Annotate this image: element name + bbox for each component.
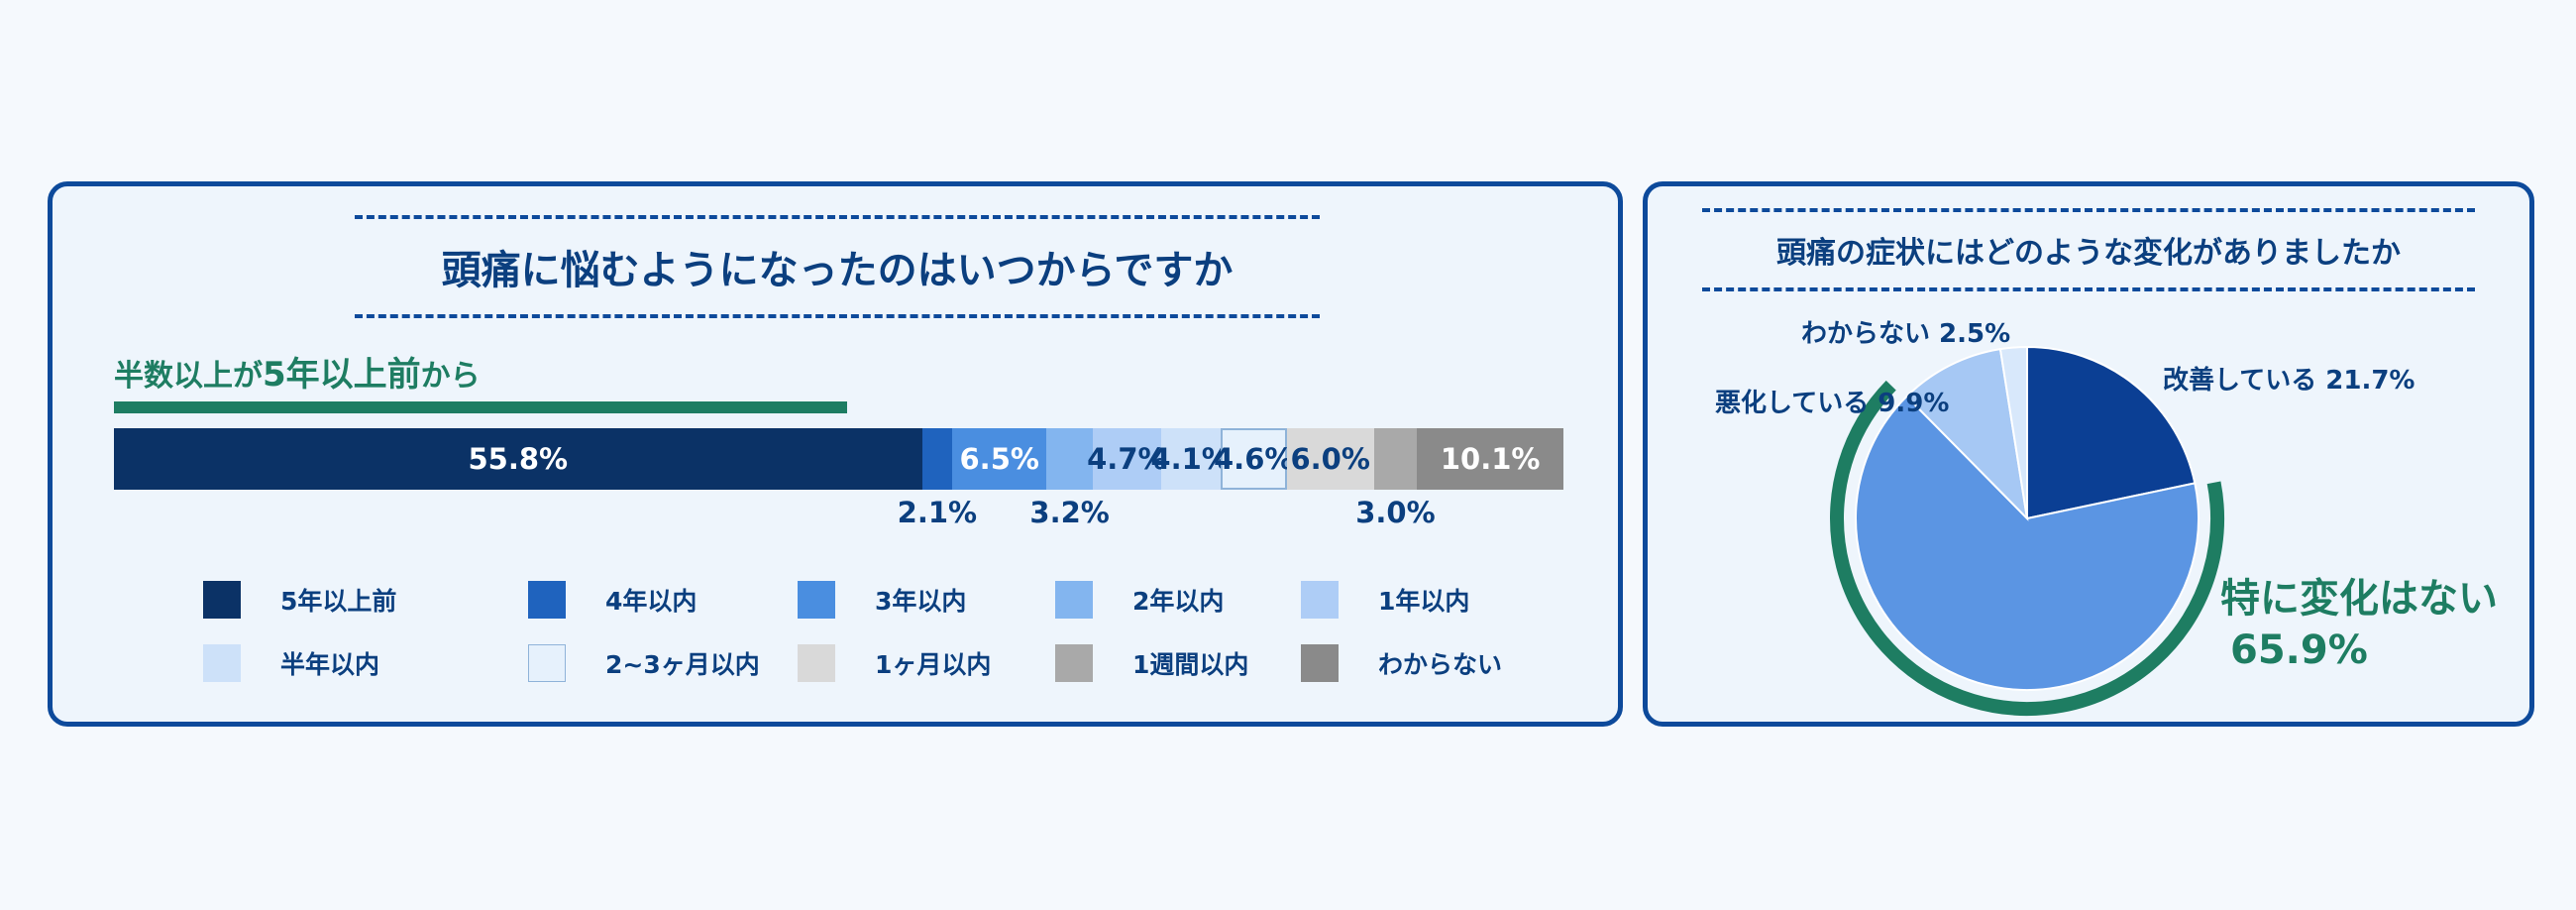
legend-swatch-9 xyxy=(1301,644,1339,682)
legend-item-2: 3年以内 xyxy=(798,581,966,619)
bar-segment-2 xyxy=(952,428,1047,490)
legend-swatch-0 xyxy=(203,581,241,619)
bar-segment-8 xyxy=(1373,428,1418,490)
bar-value-label-5: 4.1% xyxy=(1150,442,1231,476)
legend-label-3: 2年以内 xyxy=(1132,587,1225,616)
highlight-part-2: 5年以上前 xyxy=(263,355,421,395)
pie-chart xyxy=(1830,345,2224,716)
right-chart-panel: 頭痛の症状にはどのような変化がありましたか 改善している 21.7% 悪化してい… xyxy=(1643,181,2534,727)
bar-segment-3 xyxy=(1046,428,1093,490)
bar-segment-7 xyxy=(1286,428,1374,490)
legend-item-8: 1週間以内 xyxy=(1055,644,1248,682)
bar-value-label-9: 10.1% xyxy=(1440,442,1541,476)
pie-chart-title: 頭痛の症状にはどのような変化がありましたか xyxy=(1702,208,2475,291)
legend-label-9: わからない xyxy=(1378,650,1503,679)
highlight-annotation: 半数以上が5年以上前から xyxy=(114,355,481,397)
pie-slice-3 xyxy=(1998,345,2028,519)
legend-item-5: 半年以内 xyxy=(203,644,379,682)
bar-value-label-6: 4.6% xyxy=(1214,442,1294,476)
legend-label-8: 1週間以内 xyxy=(1132,650,1249,679)
bar-value-label-3: 3.2% xyxy=(1029,496,1110,529)
legend-swatch-2 xyxy=(798,581,835,619)
bar-value-label-7: 6.0% xyxy=(1290,442,1370,476)
bar-value-label-8: 3.0% xyxy=(1355,496,1436,529)
legend-label-0: 5年以上前 xyxy=(280,587,397,616)
left-chart-panel: 頭痛に悩むようになったのはいつからですか 半数以上が5年以上前から 55.8% 6… xyxy=(48,181,1623,727)
legend-swatch-1 xyxy=(528,581,566,619)
legend-swatch-6 xyxy=(528,644,566,682)
pie-slice-1 xyxy=(1855,395,2200,691)
bar-value-label-2: 6.5% xyxy=(959,442,1039,476)
pie-highlight-arc xyxy=(1830,380,2224,716)
bar-segment-9 xyxy=(1417,428,1563,490)
legend-swatch-4 xyxy=(1301,581,1339,619)
highlight-underline xyxy=(114,401,847,413)
legend-swatch-5 xyxy=(203,644,241,682)
pie-slice-2 xyxy=(1905,347,2029,521)
legend-swatch-7 xyxy=(798,644,835,682)
pie-label-worsening: 悪化している 9.9% xyxy=(1715,389,1950,418)
bar-segment-6 xyxy=(1220,428,1287,490)
pie-label-unknown: わからない 2.5% xyxy=(1801,319,2011,349)
legend-item-1: 4年以内 xyxy=(528,581,697,619)
pie-callout-name: 特に変化はない xyxy=(2220,576,2498,622)
legend-label-1: 4年以内 xyxy=(605,587,698,616)
legend-swatch-3 xyxy=(1055,581,1093,619)
pie-callout-value: 65.9% xyxy=(2230,627,2368,673)
legend-item-0: 5年以上前 xyxy=(203,581,396,619)
bar-value-label-1: 2.1% xyxy=(897,496,978,529)
bar-segment-1 xyxy=(921,428,953,490)
pie-slice-0 xyxy=(2026,345,2197,520)
legend-item-4: 1年以内 xyxy=(1301,581,1469,619)
legend-label-7: 1ヶ月以内 xyxy=(875,650,992,679)
legend-item-6: 2~3ヶ月以内 xyxy=(528,644,760,682)
legend-label-4: 1年以内 xyxy=(1378,587,1470,616)
legend-item-3: 2年以内 xyxy=(1055,581,1224,619)
bar-value-label-0: 55.8% xyxy=(468,442,569,476)
bar-segment-4 xyxy=(1093,428,1161,490)
bar-segment-0 xyxy=(114,428,922,490)
legend-item-7: 1ヶ月以内 xyxy=(798,644,991,682)
bar-segment-5 xyxy=(1160,428,1221,490)
legend-label-2: 3年以内 xyxy=(875,587,967,616)
highlight-part-3: から xyxy=(420,359,481,394)
legend-label-5: 半年以内 xyxy=(280,650,380,679)
legend-label-6: 2~3ヶ月以内 xyxy=(605,650,760,679)
pie-callout-no-change: 特に変化はない 65.9% xyxy=(2220,573,2498,676)
bar-value-label-4: 4.7% xyxy=(1087,442,1167,476)
legend-swatch-8 xyxy=(1055,644,1093,682)
highlight-part-1: 半数以上が xyxy=(114,359,263,394)
stacked-bar: 55.8% 6.5% 4.7% 4.1% 4.6% 6.0% 10.1% xyxy=(114,428,1563,490)
pie-label-improving: 改善している 21.7% xyxy=(2163,366,2415,396)
bar-chart-title: 頭痛に悩むようになったのはいつからですか xyxy=(355,215,1320,318)
legend-item-9: わからない xyxy=(1301,644,1502,682)
